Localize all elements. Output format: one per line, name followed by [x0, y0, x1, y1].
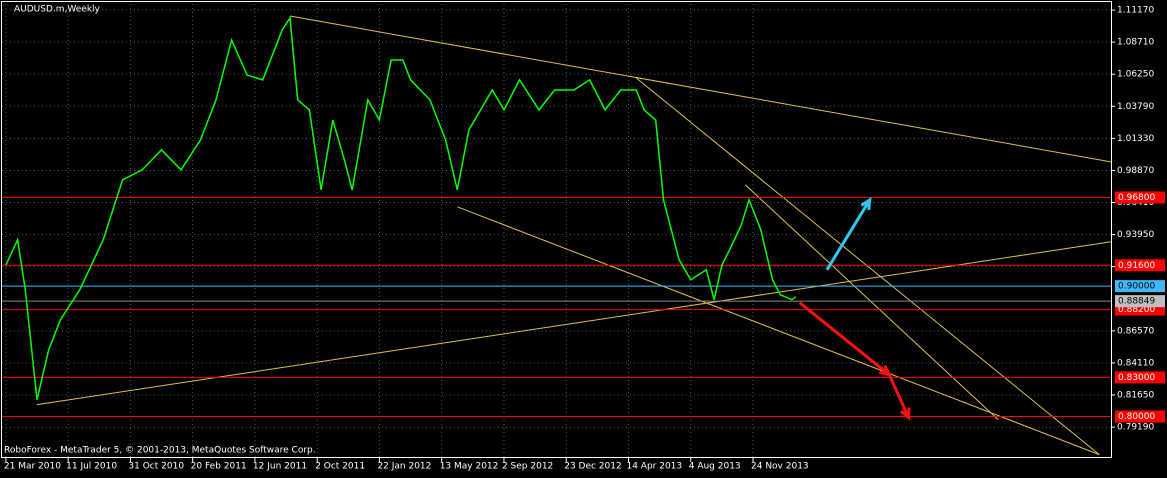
- level-label: 0.91600: [1118, 261, 1155, 271]
- plot-frame: [1, 1, 1112, 458]
- x-tick-label: 2 Oct 2011: [315, 462, 365, 472]
- trendline: [635, 77, 1100, 455]
- level-label-box: [1115, 410, 1165, 423]
- x-tick-label: 2 Sep 2012: [502, 462, 553, 472]
- arrow: [887, 374, 911, 421]
- trendline: [744, 184, 999, 421]
- level-label: 0.88200: [1118, 305, 1155, 315]
- y-tick-label: 0.93950: [1117, 230, 1154, 240]
- x-tick-label: 13 May 2012: [440, 462, 499, 472]
- x-tick-label: 23 Dec 2012: [564, 462, 622, 472]
- x-tick-label: 11 Jul 2010: [66, 462, 117, 472]
- y-tick-label: 0.98870: [1117, 166, 1154, 176]
- y-tick-label: 0.84110: [1117, 358, 1154, 368]
- x-tick-label: 14 Apr 2013: [626, 462, 682, 472]
- level-label: 0.80000: [1118, 412, 1155, 422]
- chart-title: AUDUSD.m,Weekly: [14, 5, 101, 15]
- last-price-label: 0.88849: [1118, 297, 1155, 307]
- x-tick-label: 20 Feb 2011: [191, 462, 247, 472]
- x-tick-label: 4 Aug 2013: [689, 462, 741, 472]
- x-tick-label: 21 Mar 2010: [4, 462, 61, 472]
- level-label-box: [1115, 371, 1165, 384]
- last-price-box: [1115, 295, 1165, 308]
- y-tick-label: 1.03790: [1117, 102, 1154, 112]
- y-tick-label: 1.11170: [1117, 6, 1154, 16]
- level-label-box: [1115, 280, 1165, 293]
- y-tick-label: 0.79190: [1117, 423, 1154, 433]
- x-tick-label: 12 Jun 2011: [253, 462, 307, 472]
- x-tick-label: 22 Jan 2012: [377, 462, 431, 472]
- level-label-box: [1115, 259, 1165, 272]
- trendline: [457, 206, 1100, 456]
- y-tick-label: 1.06250: [1117, 70, 1154, 80]
- level-label: 0.83000: [1118, 373, 1155, 383]
- trendline: [289, 15, 1111, 163]
- level-label: 0.90000: [1118, 282, 1155, 292]
- x-tick-label: 31 Oct 2010: [128, 462, 184, 472]
- price-line: [5, 15, 797, 400]
- y-tick-label: 0.86570: [1117, 326, 1154, 336]
- plot: [2, 2, 1111, 457]
- y-tick-label: 1.08710: [1117, 38, 1154, 48]
- level-label-box: [1115, 191, 1165, 204]
- x-tick-label: 24 Nov 2013: [751, 462, 809, 472]
- y-tick-label: 0.81650: [1117, 391, 1154, 401]
- arrow: [825, 196, 872, 271]
- footer: RoboForex - MetaTrader 5, © 2001-2013, M…: [4, 446, 316, 456]
- level-label: 0.96800: [1118, 193, 1155, 203]
- y-tick-label: 1.01330: [1117, 134, 1154, 144]
